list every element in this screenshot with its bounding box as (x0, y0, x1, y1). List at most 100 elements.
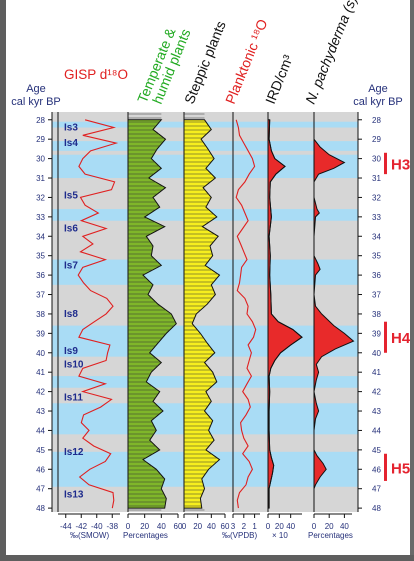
ird-tick-label: 0 (266, 522, 271, 531)
interstadial-label: Is10 (64, 359, 84, 370)
right-age-label: 41 (372, 368, 381, 377)
right-age-label: 45 (372, 446, 381, 455)
planktonic-tick-label: 1 (252, 522, 257, 531)
gisp-tick-label: -42 (75, 522, 87, 531)
left-age-label: 45 (36, 446, 45, 455)
right-age-label: 39 (372, 329, 381, 338)
pachyderma-tick-label: 0 (312, 522, 317, 531)
right-age-label: 33 (372, 213, 381, 222)
series-layer (77, 113, 355, 511)
interstadial-label: Is4 (64, 138, 78, 149)
left-age-label: 42 (36, 388, 45, 397)
interstadial-label: Is3 (64, 123, 78, 134)
left-age-label: 48 (36, 504, 45, 513)
left-age-label: 29 (36, 135, 45, 144)
pachyderma-title: N. pachyderma (s) (302, 0, 360, 106)
left-age-label: 35 (36, 252, 45, 261)
window-frame-bottom (0, 555, 414, 561)
ird-unit: × 10 (272, 531, 288, 540)
right-age-label: 34 (372, 232, 381, 241)
planktonic-unit: ‰(VPDB) (222, 531, 257, 540)
steppic-tick-label: 60 (221, 522, 230, 531)
interstadial-label: Is9 (64, 346, 78, 357)
window-frame-right (410, 0, 414, 561)
left-age-label: 37 (36, 291, 45, 300)
steppic-tick-label: 0 (182, 522, 187, 531)
interstadial-label: Is11 (64, 392, 83, 403)
interstadial-label: Is6 (64, 224, 78, 235)
gisp-curve (77, 119, 119, 509)
ird-tick-label: 20 (275, 522, 284, 531)
interstadial-label: Is13 (64, 490, 84, 501)
left-age-unit: cal kyr BP (11, 96, 61, 108)
right-age-label: 46 (372, 465, 381, 474)
left-age-label: 31 (36, 174, 45, 183)
left-age-label: 43 (36, 407, 45, 416)
left-age-label: 30 (36, 155, 45, 164)
left-age-label: 28 (36, 116, 45, 125)
pachyderma-tick-label: 40 (340, 522, 349, 531)
right-age-title: Age (368, 83, 388, 95)
temperate-tick-label: 0 (126, 522, 131, 531)
right-age-label: 38 (372, 310, 381, 319)
heinrich-bar (384, 321, 387, 353)
gisp-tick-label: -44 (60, 522, 72, 531)
gisp-tick-label: -38 (106, 522, 118, 531)
heinrich-events: H3 H4 H5 (384, 152, 411, 481)
interstadial-labels: Is3 Is4 Is5 Is6 Is7 Is8 Is9 Is10 Is11 Is12 Is13 (64, 123, 84, 501)
pachyderma-fill (313, 119, 355, 509)
left-age-title: Age (26, 83, 46, 95)
planktonic-title: Planktonic ¹⁸O (222, 17, 271, 106)
right-age-label: 44 (372, 426, 381, 435)
left-age-label: 47 (36, 485, 45, 494)
right-age-label: 30 (372, 155, 381, 164)
right-age-label: 43 (372, 407, 381, 416)
right-age-unit: cal kyr BP (353, 96, 403, 108)
left-age-label: 32 (36, 193, 45, 202)
interstadial-label: Is12 (64, 447, 84, 458)
right-age-label: 47 (372, 485, 381, 494)
left-age-label: 40 (36, 349, 45, 358)
gisp-unit: ‰(SMOW) (70, 531, 109, 540)
ird-tick-label: 40 (286, 522, 295, 531)
left-age-label: 46 (36, 465, 45, 474)
gisp-title: GISP d¹⁸O (64, 67, 128, 82)
heinrich-label: H4 (391, 330, 411, 347)
interstadial-label: Is7 (64, 260, 78, 271)
right-age-label: 36 (372, 271, 381, 280)
left-age-label: 39 (36, 329, 45, 338)
temperate-unit: Percentages (123, 531, 168, 540)
right-age-label: 32 (372, 193, 381, 202)
window-frame-left (0, 0, 6, 561)
steppic-tick-label: 40 (207, 522, 216, 531)
right-age-label: 31 (372, 174, 381, 183)
right-age-label: 37 (372, 291, 381, 300)
right-age-label: 40 (372, 349, 381, 358)
heinrich-label: H3 (391, 156, 410, 173)
right-age-label: 48 (372, 504, 381, 513)
gisp-tick-label: -40 (91, 522, 103, 531)
left-age-label: 36 (36, 271, 45, 280)
right-age-label: 28 (372, 116, 381, 125)
planktonic-curve (235, 119, 257, 509)
planktonic-tick-label: 2 (242, 522, 247, 531)
right-age-label: 35 (372, 252, 381, 261)
interstadial-label: Is8 (64, 309, 78, 320)
pachyderma-unit: Percentages (308, 531, 353, 540)
right-age-label: 42 (372, 388, 381, 397)
ird-curve (268, 119, 303, 509)
temperate-tick-label: 60 (174, 522, 183, 531)
left-age-label: 33 (36, 213, 45, 222)
interstadial-label: Is5 (64, 190, 78, 201)
left-age-label: 41 (36, 368, 45, 377)
left-age-label: 34 (36, 232, 45, 241)
left-age-label: 38 (36, 310, 45, 319)
ird-title: IRD/cm³ (262, 52, 296, 106)
temperate-hatch (128, 113, 176, 511)
left-age-label: 44 (36, 426, 45, 435)
temperate-tick-label: 20 (140, 522, 149, 531)
pachyderma-tick-label: 20 (325, 522, 334, 531)
temperate-tick-label: 40 (157, 522, 166, 531)
steppic-hatch (184, 113, 218, 511)
